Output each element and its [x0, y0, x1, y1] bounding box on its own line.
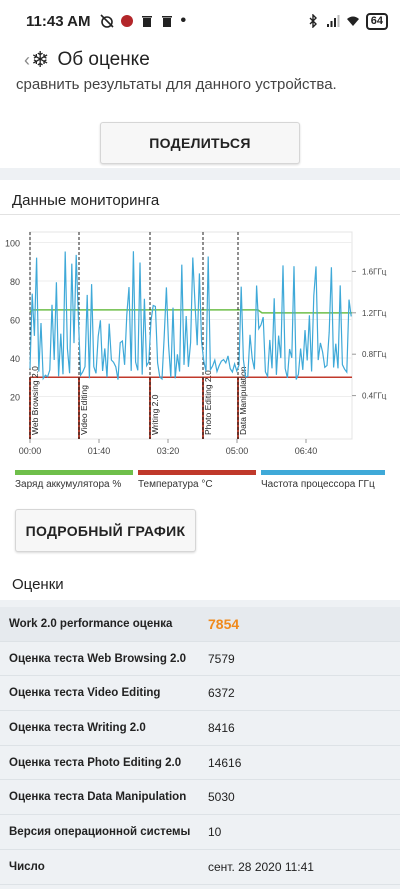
app-bar: ‹ ❄ Об оценке	[0, 42, 400, 78]
trash-icon	[162, 16, 173, 27]
monitoring-card: Данные мониторинга 100 80 60 40 20 1.6ГГц 1.2Г…	[0, 180, 400, 600]
y-right-tick-label: 1.2ГГц	[362, 309, 387, 318]
plot-frame	[29, 231, 353, 440]
info-card: сравнить результаты для данного устройст…	[0, 78, 400, 168]
back-icon[interactable]: ‹	[24, 49, 30, 70]
legend-cpu: Частота процессора ГГц	[261, 470, 385, 490]
cpu-frequency-line	[29, 251, 352, 381]
y-left-tick-label: 40	[10, 354, 20, 364]
share-button[interactable]: ПОДЕЛИТЬСЯ	[100, 122, 300, 164]
score-label: Оценка теста Video Editing	[9, 687, 161, 700]
legend-temperature: Температура °C	[138, 470, 256, 490]
test-marker-label: Data Manipulation	[238, 366, 248, 435]
info-text: сравнить результаты для данного устройст…	[16, 78, 337, 93]
system-icons: 64	[306, 12, 388, 30]
snowflake-logo-icon: ❄	[31, 47, 50, 72]
scores-table: Work 2.0 performance оценка 7854 Оценка …	[0, 607, 400, 885]
table-row: Оценка теста Video Editing 6372	[0, 676, 400, 712]
trash-icon	[142, 16, 153, 27]
test-marker-label: Web Browsing 2.0	[30, 366, 40, 435]
score-value: 10	[208, 824, 222, 839]
score-value: 14616	[208, 755, 242, 770]
score-value: 7854	[208, 615, 240, 632]
y-right-tick-label: 0.4ГГц	[362, 392, 387, 401]
monitoring-title: Данные мониторинга	[12, 192, 160, 209]
table-row: Оценка теста Writing 2.0 8416	[0, 711, 400, 746]
x-tick-label: 05:00	[226, 446, 249, 456]
table-row: Оценка теста Web Browsing 2.0 7579	[0, 641, 400, 677]
table-row: Число сент. 28 2020 11:41	[0, 849, 400, 885]
score-value: 7579	[208, 651, 235, 666]
score-label: Число	[9, 860, 45, 873]
alarm-off-icon	[100, 14, 115, 28]
score-label: Оценка теста Writing 2.0	[9, 721, 146, 734]
battery-indicator: 64	[365, 12, 388, 30]
y-right-tick-label: 1.6ГГц	[362, 267, 387, 276]
wifi-icon	[346, 16, 359, 26]
score-label: Work 2.0 performance оценка	[9, 617, 173, 630]
y-right-tick-label: 0.8ГГц	[362, 350, 387, 359]
notification-icons: •	[100, 12, 186, 30]
detailed-chart-button[interactable]: ПОДРОБНЫЙ ГРАФИК	[15, 509, 196, 552]
page-title: Об оценке	[57, 49, 150, 70]
bluetooth-icon	[309, 14, 317, 28]
y-left-tick-label: 100	[5, 238, 20, 248]
status-time: 11:43 AM	[26, 12, 91, 30]
y-left-tick-label: 80	[10, 277, 20, 287]
table-row: Оценка теста Data Manipulation 5030	[0, 780, 400, 816]
score-value: 6372	[208, 686, 235, 701]
monitoring-chart-svg: 100 80 60 40 20 1.6ГГц 1.2ГГц 0.8ГГц 0.4ГГц 00:00…	[5, 231, 387, 456]
status-bar: 11:43 AM • 64	[0, 0, 400, 42]
test-marker-label: Photo Editing 2.0	[203, 370, 213, 435]
y-left-tick-label: 20	[10, 392, 20, 402]
legend-battery-label: Заряд аккумулятора %	[15, 479, 122, 490]
legend-battery-swatch	[15, 470, 133, 475]
test-marker-label: Video Editing	[79, 385, 89, 435]
score-value: 5030	[208, 790, 235, 805]
table-row: Оценка теста Photo Editing 2.0 14616	[0, 745, 400, 781]
legend-temperature-swatch	[138, 470, 256, 475]
chart-legend: Заряд аккумулятора % Температура °C Част…	[0, 470, 400, 500]
legend-cpu-swatch	[261, 470, 385, 475]
x-tick-label: 00:00	[19, 446, 42, 456]
score-label: Оценка теста Web Browsing 2.0	[9, 652, 187, 665]
table-row: Work 2.0 performance оценка 7854	[0, 607, 400, 642]
score-value: сент. 28 2020 11:41	[208, 859, 314, 874]
score-label: Оценка теста Photo Editing 2.0	[9, 756, 182, 769]
signal-icon	[326, 15, 340, 27]
more-dot-icon: •	[180, 12, 187, 29]
table-row: Версия операционной системы 10	[0, 815, 400, 850]
x-tick-label: 06:40	[295, 446, 318, 456]
legend-battery: Заряд аккумулятора %	[15, 470, 133, 490]
score-label: Оценка теста Data Manipulation	[9, 791, 187, 804]
legend-temperature-label: Температура °C	[138, 479, 213, 490]
test-marker-label: Writing 2.0	[150, 394, 160, 435]
x-tick-label: 03:20	[157, 446, 180, 456]
y-left-tick-label: 60	[10, 315, 20, 325]
app-notification-icon	[121, 15, 134, 27]
score-label: Версия операционной системы	[9, 825, 191, 838]
monitoring-chart: 100 80 60 40 20 1.6ГГц 1.2ГГц 0.8ГГц 0.4ГГц 00:00…	[0, 220, 400, 470]
legend-cpu-label: Частота процессора ГГц	[261, 479, 375, 490]
x-tick-label: 01:40	[88, 446, 111, 456]
score-value: 8416	[208, 720, 235, 735]
divider	[0, 214, 400, 215]
scores-title: Оценки	[12, 576, 64, 593]
